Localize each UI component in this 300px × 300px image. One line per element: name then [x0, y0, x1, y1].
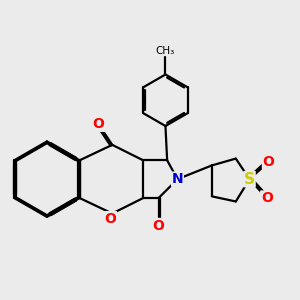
Text: O: O: [262, 155, 274, 169]
Text: O: O: [261, 191, 273, 205]
Text: O: O: [93, 117, 104, 131]
Text: O: O: [105, 212, 116, 226]
Text: CH₃: CH₃: [156, 46, 175, 56]
Text: N: N: [172, 172, 183, 186]
Text: O: O: [153, 218, 164, 233]
Text: S: S: [244, 172, 255, 187]
